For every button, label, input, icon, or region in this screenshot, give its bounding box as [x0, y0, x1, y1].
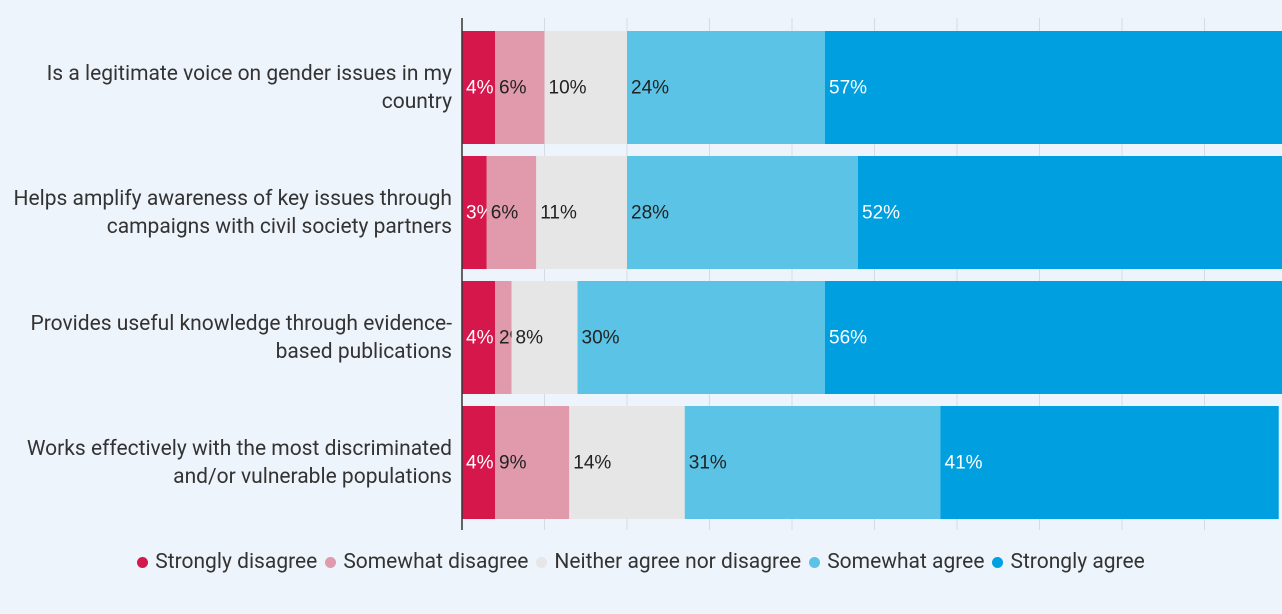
- bar-segment: [858, 156, 1282, 269]
- category-label: Works effectively with the most discrimi…: [26, 436, 452, 489]
- bar-segment: [684, 406, 941, 519]
- legend-marker: [325, 556, 337, 568]
- bar-segment: [462, 156, 487, 269]
- bar-segment: [577, 281, 825, 394]
- bar-segment: [462, 31, 495, 144]
- bar-segment: [569, 406, 685, 519]
- value-label: 10%: [549, 78, 587, 99]
- bar-segment: [627, 31, 825, 144]
- value-label: 31%: [689, 453, 727, 474]
- value-label: 4%: [466, 453, 494, 474]
- legend-marker: [992, 556, 1004, 568]
- value-label: 11%: [540, 203, 577, 224]
- value-label: 6%: [499, 78, 527, 99]
- value-label: 8%: [516, 328, 544, 349]
- value-label: 3%: [466, 203, 494, 224]
- bar-segment: [462, 406, 495, 519]
- value-label: 4%: [466, 78, 494, 99]
- legend-item: Somewhat disagree: [325, 550, 528, 574]
- legend-label: Strongly agree: [1010, 550, 1145, 574]
- bar-segment: [940, 406, 1279, 519]
- legend-marker: [137, 556, 149, 568]
- value-label: 57%: [829, 78, 867, 99]
- bar-segment: [462, 281, 495, 394]
- bar-segment: [486, 156, 537, 269]
- legend-item: Neither agree nor disagree: [536, 550, 801, 574]
- legend-label: Somewhat disagree: [343, 550, 529, 574]
- bar-segment: [544, 31, 627, 144]
- legend-label: Neither agree nor disagree: [554, 550, 802, 574]
- bar-segment: [825, 31, 1282, 144]
- legend-label: Strongly disagree: [155, 550, 318, 574]
- legend: Strongly disagree Somewhat disagree Neithe…: [0, 550, 1282, 574]
- category-label: Is a legitimate voice on gender issues i…: [46, 61, 452, 114]
- value-label: 6%: [491, 203, 519, 224]
- value-label: 52%: [862, 203, 900, 224]
- category-label: Provides useful knowledge through eviden…: [30, 311, 452, 364]
- value-label: 14%: [573, 453, 611, 474]
- category-label: Helps amplify awareness of key issues th…: [13, 186, 452, 239]
- legend-item: Strongly agree: [992, 550, 1145, 574]
- legend-item: Strongly disagree: [137, 550, 317, 574]
- value-label: 28%: [631, 203, 669, 224]
- legend-label: Somewhat agree: [827, 550, 985, 574]
- bar-segment: [627, 156, 858, 269]
- bar-segment: [495, 281, 512, 394]
- plot: 4%6%10%24%57%3%6%11%28%52%4%2%8%30%56%4%…: [461, 18, 1282, 530]
- value-label: 24%: [631, 78, 669, 99]
- legend-marker: [809, 556, 821, 568]
- value-label: 41%: [945, 453, 983, 474]
- bar-segment: [825, 281, 1282, 394]
- value-label: 4%: [466, 328, 494, 349]
- bar-segment: [495, 31, 545, 144]
- value-label: 9%: [499, 453, 527, 474]
- value-label: 30%: [582, 328, 620, 349]
- bar-segment: [536, 156, 627, 269]
- legend-marker: [536, 556, 548, 568]
- bar-segment: [511, 281, 578, 394]
- bar-segment: [495, 406, 570, 519]
- value-label: 56%: [829, 328, 867, 349]
- legend-item: Somewhat agree: [809, 550, 984, 574]
